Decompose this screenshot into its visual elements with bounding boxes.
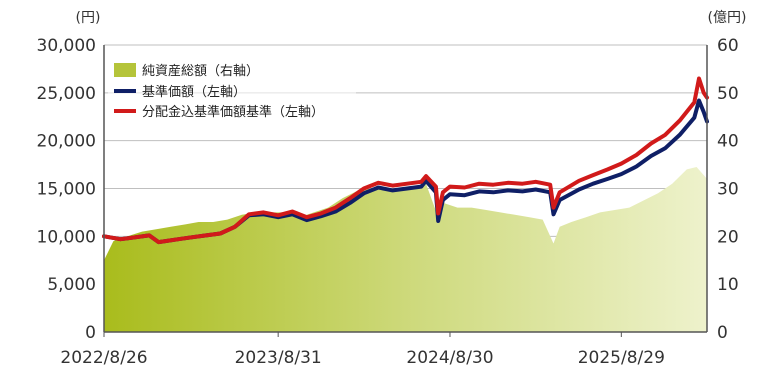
right-tick-label: 30 [717,180,739,200]
left-tick-label: 30,000 [37,36,96,56]
x-tick-label: 2022/8/26 [60,348,147,368]
left-tick-label: 5,000 [47,275,96,295]
left-axis-unit: (円) [76,10,101,26]
left-tick-label: 10,000 [37,227,96,247]
x-tick-label: 2024/8/30 [406,348,493,368]
x-tick-label: 2025/8/29 [578,348,665,368]
left-tick-label: 0 [85,323,96,343]
legend-label-net-assets: 純資産総額（右軸） [142,63,259,79]
legend-label-nav-with-dividends: 分配金込基準価額基準（左軸） [142,104,324,120]
right-tick-label: 40 [717,132,739,152]
right-tick-label: 50 [717,84,739,104]
net-assets-area [104,167,707,332]
left-tick-label: 25,000 [37,84,96,104]
right-tick-label: 60 [717,36,739,56]
right-axis-unit: (億円) [708,10,747,26]
x-tick-label: 2023/8/31 [235,348,322,368]
nav-with-dividends-line [102,76,709,245]
legend-label-nav: 基準価額（左軸） [142,84,246,100]
right-tick-label: 10 [717,275,739,295]
legend: 純資産総額（右軸） 基準価額（左軸） 分配金込基準価額基準（左軸） [108,58,356,126]
right-tick-label: 0 [717,323,728,343]
left-tick-label: 20,000 [37,132,96,152]
right-tick-label: 20 [717,227,739,247]
left-tick-label: 15,000 [37,180,96,200]
legend-swatch-net-assets [114,63,136,77]
